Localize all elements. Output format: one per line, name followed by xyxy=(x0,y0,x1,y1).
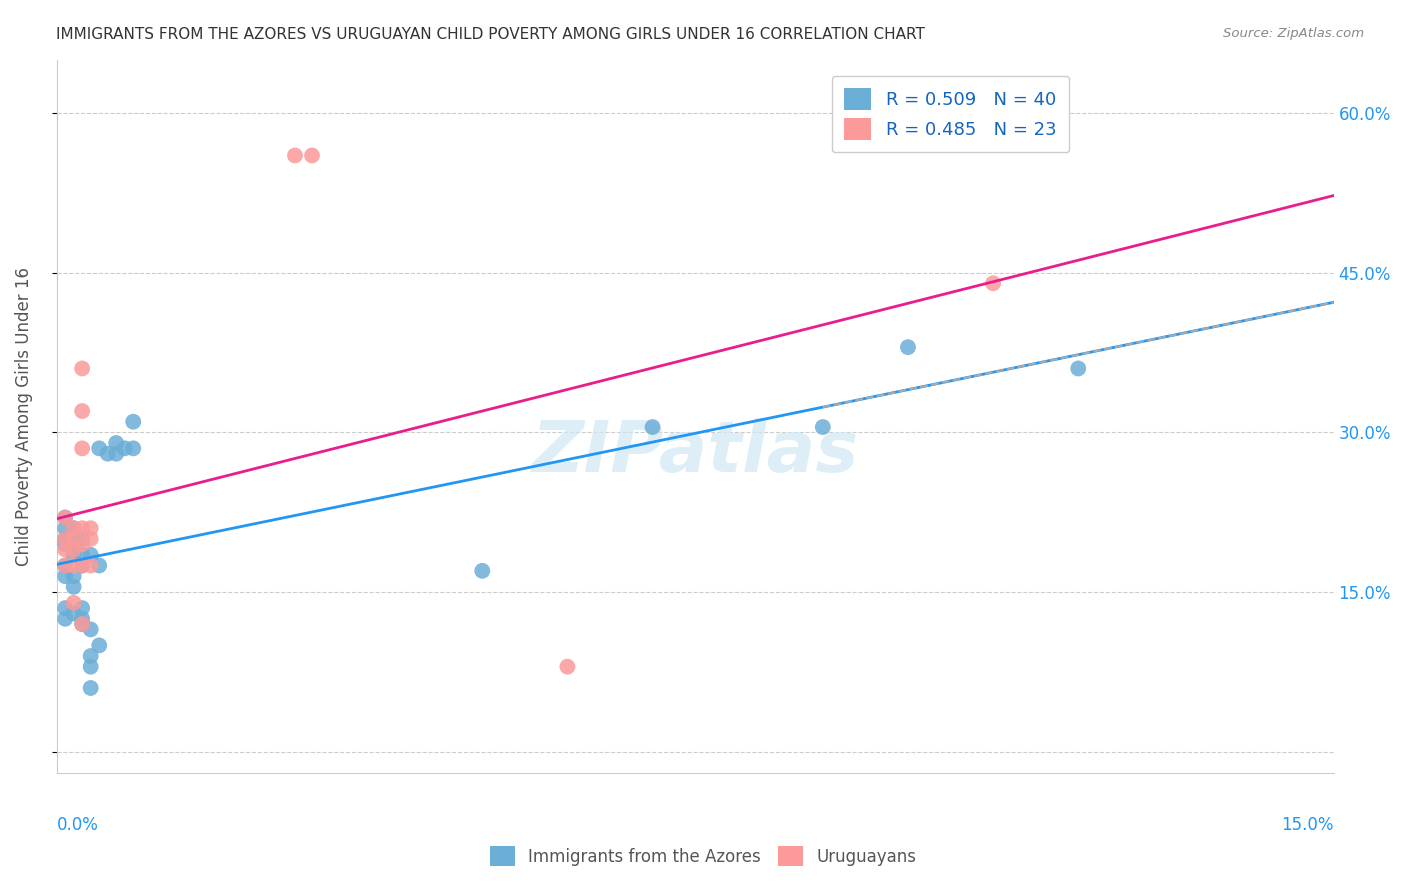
Point xyxy=(62,521,84,535)
Point xyxy=(62,548,84,562)
Point xyxy=(53,558,76,573)
Point xyxy=(70,361,93,376)
Point xyxy=(62,542,84,557)
Point xyxy=(62,607,84,621)
Point xyxy=(53,510,76,524)
Point xyxy=(70,404,93,418)
Point xyxy=(53,532,76,546)
Point xyxy=(62,569,84,583)
Legend: Immigrants from the Azores, Uruguayans: Immigrants from the Azores, Uruguayans xyxy=(482,838,924,875)
Point xyxy=(53,532,76,546)
Point xyxy=(62,521,84,535)
Point xyxy=(53,537,76,551)
Point xyxy=(89,639,111,653)
Point xyxy=(79,548,101,562)
Point xyxy=(1067,361,1090,376)
Point xyxy=(70,548,93,562)
Point xyxy=(981,277,1004,291)
Text: 15.0%: 15.0% xyxy=(1281,816,1334,834)
Point xyxy=(641,420,664,434)
Y-axis label: Child Poverty Among Girls Under 16: Child Poverty Among Girls Under 16 xyxy=(15,267,32,566)
Point xyxy=(70,532,93,546)
Point xyxy=(97,447,120,461)
Point xyxy=(79,558,101,573)
Point xyxy=(70,617,93,632)
Point xyxy=(70,601,93,615)
Point xyxy=(70,521,93,535)
Point xyxy=(114,442,136,456)
Point xyxy=(53,601,76,615)
Point xyxy=(79,532,101,546)
Point xyxy=(105,436,128,450)
Legend: R = 0.509   N = 40, R = 0.485   N = 23: R = 0.509 N = 40, R = 0.485 N = 23 xyxy=(832,76,1069,153)
Point xyxy=(62,537,84,551)
Point xyxy=(79,521,101,535)
Text: ZIPatlas: ZIPatlas xyxy=(531,417,859,486)
Point xyxy=(53,542,76,557)
Point xyxy=(79,659,101,673)
Point xyxy=(53,612,76,626)
Point xyxy=(70,612,93,626)
Point xyxy=(89,442,111,456)
Point xyxy=(62,532,84,546)
Point xyxy=(70,558,93,573)
Point xyxy=(62,532,84,546)
Point xyxy=(284,148,307,162)
Point xyxy=(70,537,93,551)
Point xyxy=(122,415,145,429)
Point xyxy=(70,617,93,632)
Point xyxy=(105,447,128,461)
Point xyxy=(79,648,101,663)
Point xyxy=(301,148,323,162)
Point xyxy=(897,340,920,354)
Text: Source: ZipAtlas.com: Source: ZipAtlas.com xyxy=(1223,27,1364,40)
Point xyxy=(62,558,84,573)
Point xyxy=(62,580,84,594)
Point xyxy=(122,442,145,456)
Point xyxy=(79,623,101,637)
Point xyxy=(53,510,76,524)
Point xyxy=(89,558,111,573)
Point xyxy=(471,564,494,578)
Point xyxy=(62,596,84,610)
Text: IMMIGRANTS FROM THE AZORES VS URUGUAYAN CHILD POVERTY AMONG GIRLS UNDER 16 CORRE: IMMIGRANTS FROM THE AZORES VS URUGUAYAN … xyxy=(56,27,925,42)
Point xyxy=(70,442,93,456)
Point xyxy=(53,521,76,535)
Point xyxy=(79,681,101,695)
Point xyxy=(557,659,579,673)
Point xyxy=(811,420,834,434)
Point xyxy=(53,558,76,573)
Point xyxy=(70,558,93,573)
Point xyxy=(53,569,76,583)
Text: 0.0%: 0.0% xyxy=(56,816,98,834)
